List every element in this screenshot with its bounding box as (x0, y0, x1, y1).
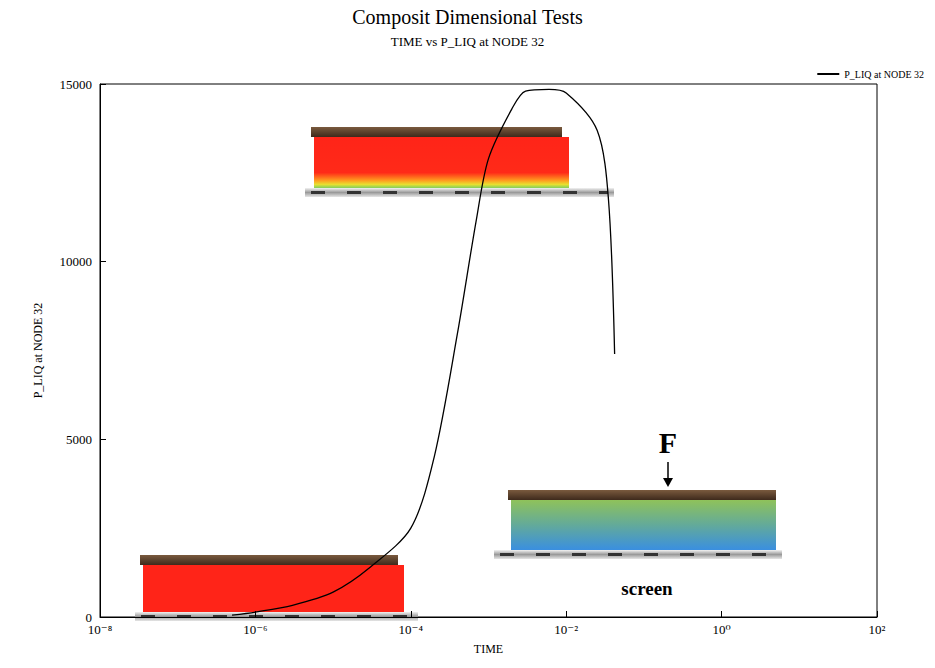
svg-text:5000: 5000 (66, 432, 92, 447)
svg-text:Composit Dimensional Tests: Composit Dimensional Tests (352, 6, 583, 29)
svg-text:0: 0 (85, 609, 92, 625)
svg-text:10⁻⁶: 10⁻⁶ (243, 622, 267, 637)
svg-text:screen: screen (621, 578, 673, 599)
svg-text:TIME: TIME (474, 642, 503, 656)
svg-text:10²: 10² (869, 622, 886, 637)
svg-text:10⁻⁴: 10⁻⁴ (399, 622, 424, 637)
svg-text:P_LIQ at NODE 32: P_LIQ at NODE 32 (31, 303, 45, 399)
svg-text:10⁻²: 10⁻² (554, 622, 578, 637)
svg-text:15000: 15000 (60, 77, 93, 92)
svg-text:10000: 10000 (60, 254, 93, 269)
svg-text:F: F (659, 426, 677, 459)
svg-text:P_LIQ at NODE 32: P_LIQ at NODE 32 (844, 69, 924, 80)
svg-text:10⁰: 10⁰ (712, 622, 730, 637)
svg-text:10⁻⁸: 10⁻⁸ (88, 622, 113, 637)
svg-text:TIME vs P_LIQ at NODE 32: TIME vs P_LIQ at NODE 32 (391, 34, 544, 49)
